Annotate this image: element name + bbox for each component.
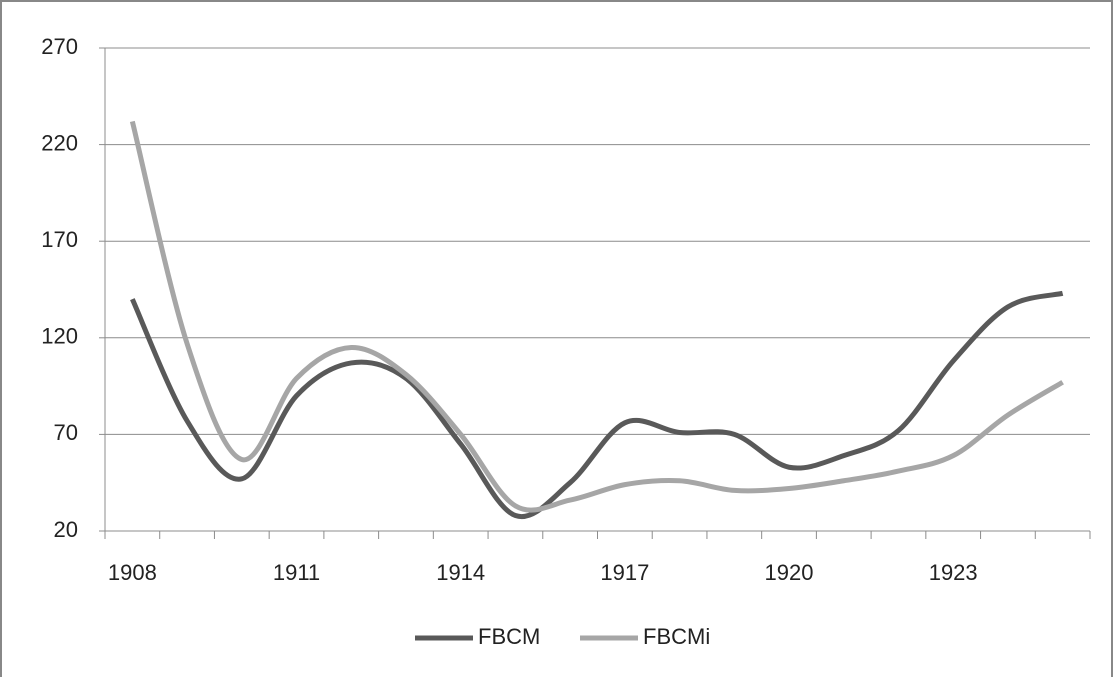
y-tick-label: 20: [54, 517, 78, 542]
x-tick-label: 1911: [273, 560, 320, 585]
y-tick-label: 220: [41, 130, 78, 155]
y-tick-label: 170: [41, 227, 78, 252]
x-tick-label: 1920: [765, 560, 814, 585]
line-series: [130, 290, 1064, 520]
y-tick-label: 120: [41, 324, 78, 349]
x-tick-label: 1923: [929, 560, 978, 585]
x-tick-label: 1917: [600, 560, 649, 585]
legend-label: FBCM: [478, 624, 540, 649]
x-tick-label: 1914: [436, 560, 485, 585]
y-tick-label: 70: [54, 420, 78, 445]
x-tick-label: 1908: [108, 560, 157, 585]
line-series: [129, 120, 1064, 513]
legend-label: FBCMi: [643, 624, 710, 649]
y-tick-label: 270: [41, 34, 78, 59]
